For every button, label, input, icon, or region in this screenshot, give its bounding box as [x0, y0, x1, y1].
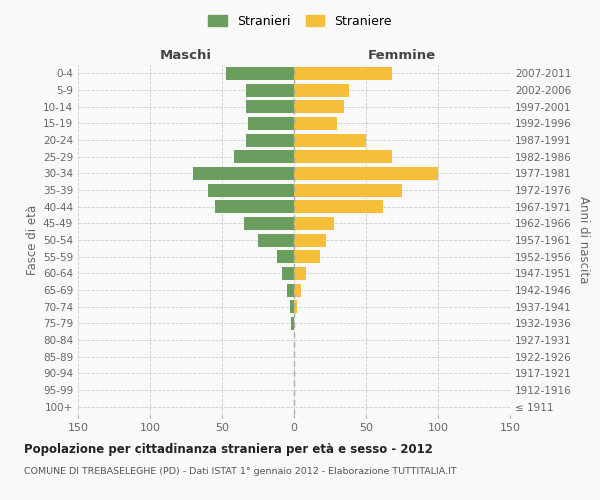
Bar	[294, 167, 438, 180]
Bar	[193, 167, 294, 180]
Bar	[294, 134, 366, 146]
Bar	[294, 117, 337, 130]
Bar	[215, 200, 294, 213]
Bar	[294, 267, 305, 280]
Bar	[258, 234, 294, 246]
Bar	[290, 300, 294, 313]
Bar	[294, 217, 334, 230]
Y-axis label: Anni di nascita: Anni di nascita	[577, 196, 590, 284]
Bar	[247, 84, 294, 96]
Bar	[291, 317, 294, 330]
Bar	[294, 300, 297, 313]
Text: COMUNE DI TREBASELEGHE (PD) - Dati ISTAT 1° gennaio 2012 - Elaborazione TUTTITAL: COMUNE DI TREBASELEGHE (PD) - Dati ISTAT…	[24, 468, 457, 476]
Bar	[226, 67, 294, 80]
Text: Popolazione per cittadinanza straniera per età e sesso - 2012: Popolazione per cittadinanza straniera p…	[24, 442, 433, 456]
Bar	[248, 117, 294, 130]
Bar	[287, 284, 294, 296]
Bar	[247, 100, 294, 113]
Text: Maschi: Maschi	[160, 48, 212, 62]
Bar	[294, 234, 326, 246]
Bar	[294, 184, 402, 196]
Bar	[277, 250, 294, 263]
Bar	[247, 134, 294, 146]
Bar	[208, 184, 294, 196]
Y-axis label: Fasce di età: Fasce di età	[26, 205, 39, 275]
Text: Femmine: Femmine	[368, 48, 436, 62]
Bar	[294, 67, 392, 80]
Bar	[294, 84, 349, 96]
Legend: Stranieri, Straniere: Stranieri, Straniere	[205, 11, 395, 32]
Bar	[294, 200, 383, 213]
Bar	[233, 150, 294, 163]
Bar	[294, 150, 392, 163]
Bar	[244, 217, 294, 230]
Bar	[294, 284, 301, 296]
Bar	[294, 250, 320, 263]
Bar	[283, 267, 294, 280]
Bar	[294, 100, 344, 113]
